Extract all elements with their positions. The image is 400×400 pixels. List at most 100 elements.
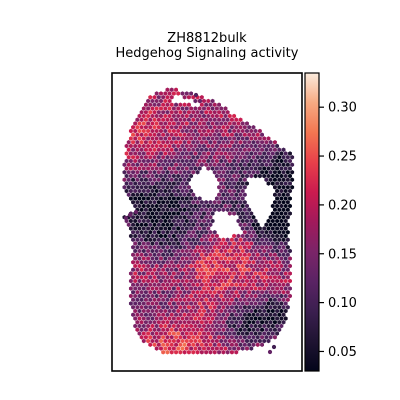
spot-1253 (133, 249, 137, 254)
spot-1152 (170, 238, 174, 243)
spot-1547 (277, 275, 281, 280)
spot-1901 (200, 313, 204, 318)
spot-114 (135, 118, 139, 123)
spot-1003 (198, 219, 202, 224)
spot-349 (228, 144, 232, 149)
spot-580 (236, 166, 240, 171)
spot-2058 (269, 328, 273, 333)
spot-750 (125, 189, 129, 194)
spot-1929 (168, 316, 172, 321)
spot-1795 (215, 301, 219, 306)
spot-157 (211, 121, 215, 126)
spot-1463 (239, 268, 243, 273)
spot-1684 (221, 290, 225, 295)
spot-1583 (271, 279, 275, 284)
spot-344 (206, 144, 210, 149)
spot-716 (267, 181, 271, 186)
spot-539 (226, 163, 230, 168)
spot-1029 (178, 223, 182, 228)
spot-1719 (211, 294, 215, 299)
spot-430 (262, 151, 266, 156)
spot-1716 (198, 294, 202, 299)
spot-1378 (191, 260, 195, 265)
spot-812 (168, 196, 172, 201)
spot-2185 (163, 346, 167, 351)
spot-373 (178, 148, 182, 153)
spot-1772 (277, 298, 281, 303)
spot-679 (187, 178, 191, 183)
spot-190 (234, 125, 238, 130)
spot-549 (269, 163, 273, 168)
spot-1577 (245, 279, 249, 284)
spot-1146 (144, 238, 148, 243)
spot-1688 (239, 290, 243, 295)
spot-648 (224, 174, 228, 179)
spot-644 (185, 174, 189, 179)
spot-533 (200, 163, 204, 168)
spot-916 (230, 208, 234, 213)
spot-1495 (215, 271, 219, 276)
spot-534 (204, 163, 208, 168)
spot-1944 (232, 316, 236, 321)
spot-1797 (224, 301, 228, 306)
spot-1907 (226, 313, 230, 318)
spot-2055 (256, 328, 260, 333)
spot-699 (146, 181, 150, 186)
spot-296 (153, 140, 157, 145)
spot-262 (150, 136, 154, 141)
spot-204 (168, 129, 172, 134)
spot-335 (168, 144, 172, 149)
spot-532 (196, 163, 200, 168)
spot-689 (273, 178, 277, 183)
spot-1515 (140, 275, 144, 280)
spot-1748 (174, 298, 178, 303)
spot-2062 (142, 331, 146, 336)
spot-120 (161, 118, 165, 123)
spot-2109 (204, 335, 208, 340)
spot-662 (284, 174, 288, 179)
spot-1520 (161, 275, 165, 280)
spot-1722 (224, 294, 228, 299)
spot-1974 (209, 320, 213, 325)
spot-550 (273, 163, 277, 168)
spot-1696 (273, 290, 277, 295)
spot-2186 (168, 346, 172, 351)
spot-824 (232, 196, 236, 201)
spot-319 (252, 140, 256, 145)
spot-616 (234, 170, 238, 175)
spot-656 (258, 174, 262, 179)
spot-1176 (273, 238, 277, 243)
spot-1398 (277, 260, 281, 265)
spot-1883 (279, 309, 283, 314)
spot-317 (243, 140, 247, 145)
spot-1642 (202, 286, 206, 291)
spot-1009 (245, 219, 249, 224)
spot-1999 (163, 324, 167, 329)
spot-325 (125, 144, 129, 149)
spot-2181 (256, 343, 260, 348)
spot-1771 (273, 298, 277, 303)
spot-1388 (234, 260, 238, 265)
spot-1237 (221, 245, 225, 250)
spot-411 (181, 151, 185, 156)
spot-1137 (262, 234, 266, 239)
spot-548 (264, 163, 268, 168)
spot-1087 (170, 230, 174, 235)
spot-480 (142, 159, 146, 164)
spot-891 (279, 204, 283, 209)
spot-2123 (264, 335, 268, 340)
spot-285 (249, 136, 253, 141)
spot-1732 (267, 294, 271, 299)
spot-1778 (142, 301, 146, 306)
spot-1206 (245, 241, 249, 246)
spot-1169 (243, 238, 247, 243)
spot-895 (140, 208, 144, 213)
spot-1718 (206, 294, 210, 299)
spot-261 (146, 136, 150, 141)
spot-1096 (209, 230, 213, 235)
spot-2014 (228, 324, 232, 329)
spot-671 (153, 178, 157, 183)
spot-1284 (267, 249, 271, 254)
spot-112 (228, 114, 232, 119)
spot-146 (163, 121, 167, 126)
